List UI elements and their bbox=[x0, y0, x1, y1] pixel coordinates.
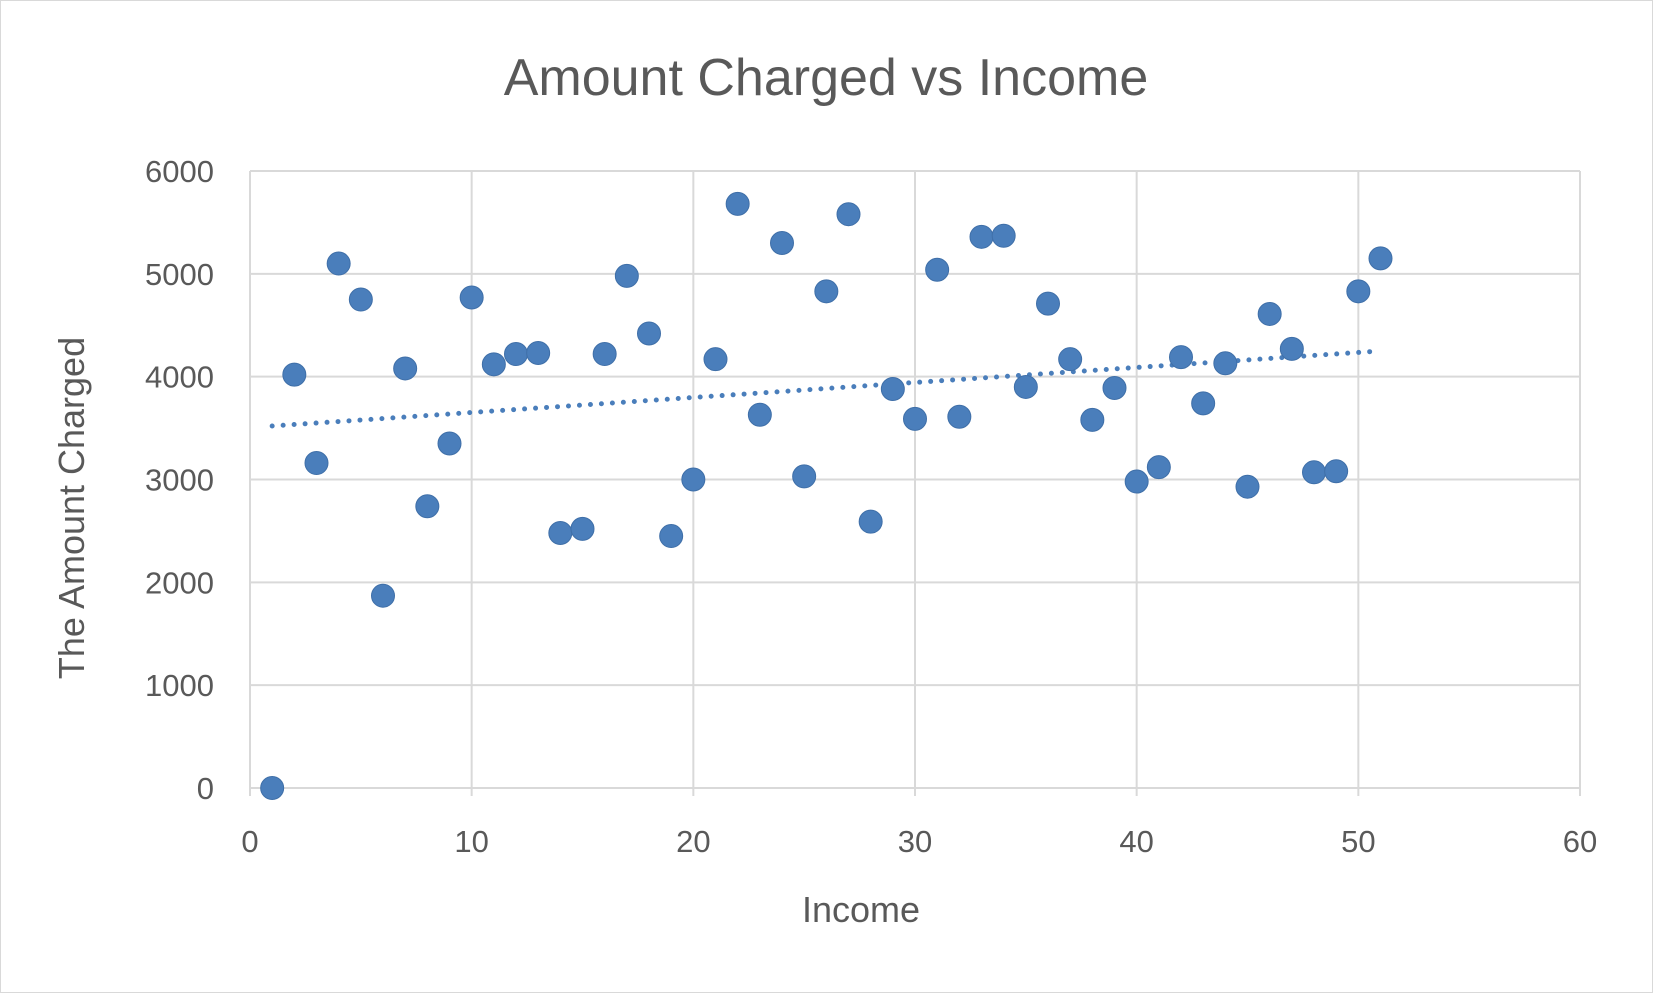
data-point bbox=[371, 583, 395, 608]
x-tick-label: 30 bbox=[898, 824, 932, 859]
data-point bbox=[1169, 345, 1193, 370]
data-point bbox=[592, 342, 617, 367]
data-point bbox=[526, 341, 551, 366]
data-point bbox=[903, 406, 927, 431]
data-point bbox=[991, 223, 1016, 248]
data-point bbox=[393, 356, 418, 381]
data-point bbox=[1102, 375, 1127, 400]
linear-trendline bbox=[269, 348, 1383, 429]
data-point bbox=[836, 202, 861, 227]
data-point bbox=[1346, 279, 1371, 304]
data-point bbox=[814, 279, 839, 304]
data-point bbox=[570, 516, 595, 541]
x-axis-title: Income bbox=[802, 889, 920, 930]
x-tick-label: 40 bbox=[1119, 824, 1153, 859]
y-tick-label: 6000 bbox=[145, 154, 214, 189]
data-point bbox=[858, 509, 883, 534]
data-point bbox=[659, 524, 684, 549]
data-point bbox=[260, 776, 285, 800]
data-point bbox=[304, 451, 329, 476]
data-point bbox=[1036, 291, 1060, 316]
y-axis-title: The Amount Charged bbox=[51, 337, 92, 679]
data-point bbox=[1324, 459, 1349, 484]
data-point bbox=[880, 377, 905, 402]
data-point bbox=[1257, 301, 1282, 326]
x-tick-label: 0 bbox=[241, 824, 258, 859]
data-point bbox=[415, 494, 440, 519]
y-tick-label: 3000 bbox=[145, 463, 214, 498]
data-point bbox=[637, 321, 661, 346]
x-tick-label: 60 bbox=[1563, 824, 1597, 859]
y-tick-label: 1000 bbox=[145, 668, 214, 703]
data-point bbox=[703, 347, 728, 372]
data-point bbox=[1080, 407, 1105, 432]
data-point bbox=[770, 230, 794, 255]
x-tick-label: 20 bbox=[676, 824, 710, 859]
data-point bbox=[504, 342, 528, 367]
chart-title: Amount Charged vs Income bbox=[504, 49, 1149, 107]
data-point bbox=[969, 224, 994, 249]
y-tick-label: 5000 bbox=[145, 257, 214, 292]
data-point bbox=[1058, 347, 1083, 372]
gridlines bbox=[249, 170, 1581, 796]
data-point bbox=[548, 520, 573, 545]
y-tick-label: 0 bbox=[197, 771, 214, 806]
data-point bbox=[348, 287, 373, 312]
data-point bbox=[681, 467, 706, 492]
data-point bbox=[1302, 460, 1326, 485]
x-tick-label: 10 bbox=[454, 824, 488, 859]
data-point bbox=[1013, 374, 1038, 399]
data-point bbox=[1124, 469, 1149, 494]
data-point bbox=[1146, 455, 1171, 480]
data-point bbox=[459, 285, 484, 310]
data-point bbox=[614, 263, 639, 288]
x-tick-label: 50 bbox=[1341, 824, 1375, 859]
y-tick-label: 4000 bbox=[145, 360, 214, 395]
data-point bbox=[1213, 351, 1238, 376]
data-point bbox=[326, 251, 351, 276]
data-point bbox=[1368, 246, 1393, 271]
tick-labels: 0 1000 2000 3000 4000 5000 6000 0 10 20 30 40 50 60 bbox=[145, 154, 1597, 859]
data-point bbox=[1191, 391, 1216, 416]
data-point bbox=[725, 191, 750, 216]
data-point bbox=[1279, 336, 1304, 361]
data-point bbox=[925, 257, 950, 282]
data-point bbox=[282, 362, 307, 387]
y-tick-label: 2000 bbox=[145, 565, 214, 600]
data-point bbox=[792, 464, 817, 489]
data-points bbox=[260, 191, 1393, 800]
data-point bbox=[947, 404, 972, 429]
data-point bbox=[1235, 474, 1260, 499]
data-point bbox=[481, 352, 506, 377]
data-point bbox=[747, 402, 772, 427]
data-point bbox=[437, 431, 462, 456]
